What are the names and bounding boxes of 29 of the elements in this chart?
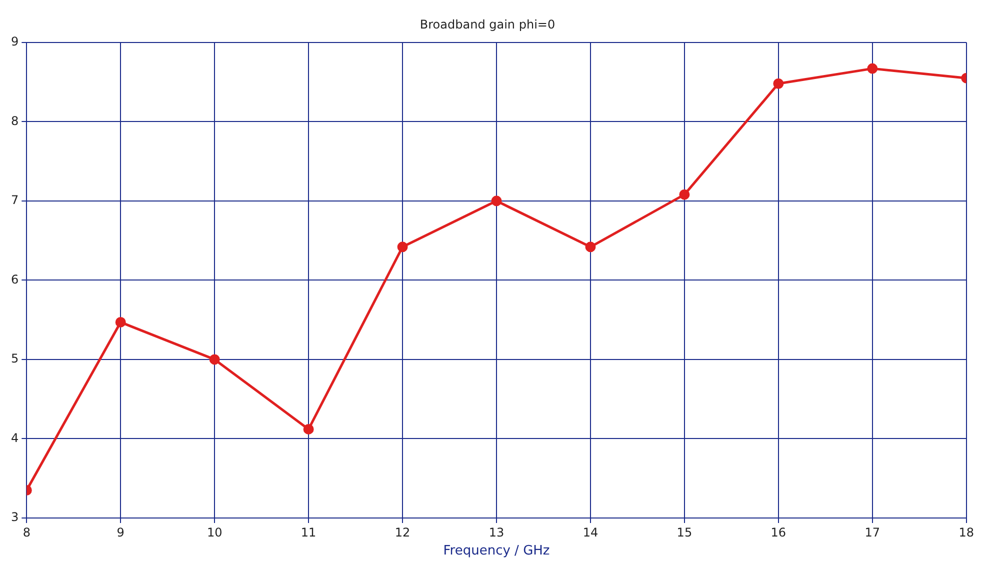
y-tick-label: 5 [10,352,19,366]
x-tick-label: 8 [22,525,30,540]
y-tick-label: 6 [10,272,19,286]
x-tick-label: 10 [206,525,222,540]
y-tick-label: 3 [10,510,19,524]
x-tick-label: 17 [864,525,880,540]
x-tick-label: 9 [116,525,124,540]
chart-title: Broadband gain phi=0 [420,17,556,32]
x-tick-label: 16 [770,525,786,540]
point [679,189,690,200]
point [867,63,878,74]
x-tick-label: 14 [582,525,598,540]
point [397,242,408,252]
y-tick-label: 4 [10,430,19,445]
point [303,424,314,434]
x-tick-label: 13 [488,525,504,540]
x-axis-title: Frequency / GHz [443,544,550,559]
y-tick-label: 7 [10,193,19,208]
point [115,316,126,328]
y-tick-label: 9 [10,34,19,49]
x-tick-label: 11 [300,525,316,540]
point [491,196,502,206]
y-tick-label: 8 [10,114,19,128]
point [209,354,220,365]
point [773,78,784,89]
x-tick-label: 18 [958,525,974,540]
x-tick-label: 12 [394,525,410,540]
x-tick-label: 15 [676,525,692,540]
point [585,242,596,252]
